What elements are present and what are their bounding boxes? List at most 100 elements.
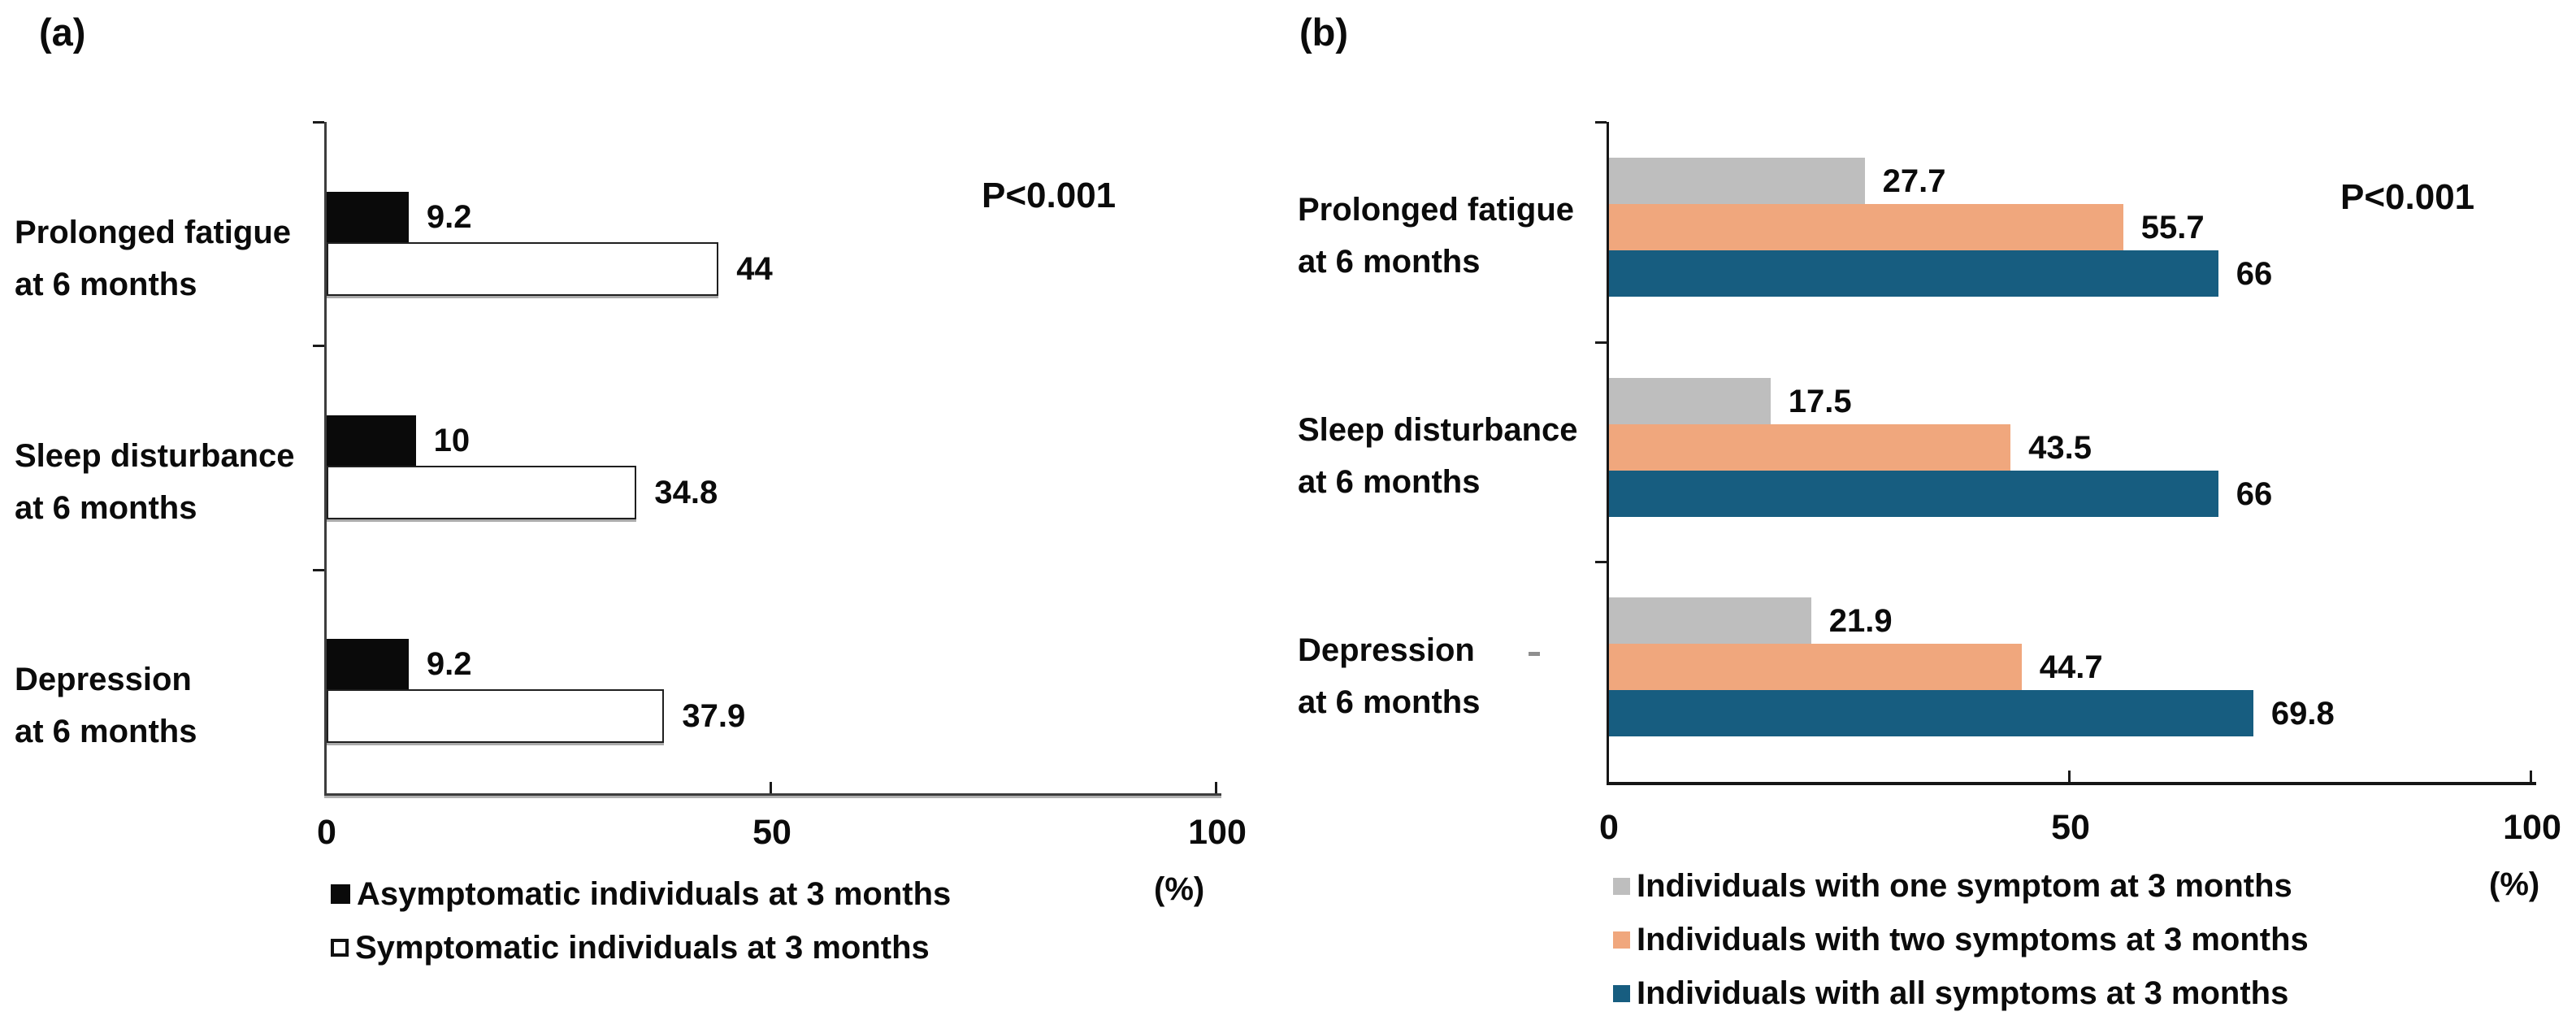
panel-b: (b) P<0.001 27.7 55.7 66 17.5 43.5 66 21.9 44.7 69… <box>1288 0 2576 1016</box>
category-label-line: Sleep disturbance <box>15 438 295 474</box>
x-axis <box>324 793 1221 796</box>
y-axis-tick <box>313 121 324 124</box>
category-label: Sleep disturbance at 6 months <box>1298 404 1595 508</box>
bar-blue <box>1609 250 2218 297</box>
bar-value-label: 44.7 <box>2039 649 2103 685</box>
bar-row: 43.5 <box>1609 424 2532 471</box>
x-axis-tick <box>2530 771 2532 782</box>
bar-value-label: 44 <box>736 251 773 287</box>
percent-unit-label: (%) <box>2489 866 2540 902</box>
category-label: Depression at 6 months <box>15 653 317 758</box>
y-axis-tick <box>1595 121 1607 124</box>
panel-tag: (a) <box>39 11 86 54</box>
legend-swatch-filled-black <box>331 884 350 904</box>
bar-value-label: 9.2 <box>426 646 472 682</box>
legend-label: Symptomatic individuals at 3 months <box>355 930 930 966</box>
bar-value-label: 9.2 <box>426 199 472 235</box>
bar-value-label: 27.7 <box>1882 163 1946 199</box>
bar-row: 9.2 <box>327 192 1217 242</box>
bar-row: 9.2 <box>327 639 1217 689</box>
legend-swatch-orange <box>1613 931 1630 949</box>
bar-row: 21.9 <box>1609 597 2532 644</box>
legend-item: Asymptomatic individuals at 3 months <box>331 876 951 912</box>
bar-value-label: 69.8 <box>2270 695 2335 732</box>
bar-value-label: 21.9 <box>1828 602 1893 639</box>
panel-a: (a) P<0.001 9.2 44 10 34.8 9.2 37.9 Prolonged fa… <box>15 11 1247 966</box>
bar-filled-black <box>327 639 409 689</box>
bar-row: 66 <box>1609 250 2532 297</box>
bar-row: 66 <box>1609 471 2532 517</box>
bar-value-label: 55.7 <box>2140 209 2205 245</box>
category-label: Prolonged fatigue at 6 months <box>15 206 317 310</box>
legend-swatch-gray <box>1613 877 1630 895</box>
bar-orange <box>1609 204 2123 250</box>
y-axis <box>1607 122 1609 785</box>
category-label-line: Prolonged fatigue <box>15 215 291 250</box>
bar-row: 44.7 <box>1609 644 2532 690</box>
bar-row: 17.5 <box>1609 378 2532 424</box>
p-value-label: P<0.001 <box>982 176 1117 215</box>
panel-tag: (b) <box>1299 11 1349 54</box>
category-label-line: at 6 months <box>15 490 197 526</box>
category-label: Prolonged fatigue at 6 months <box>1298 184 1595 288</box>
bar-value-label: 10 <box>433 423 471 458</box>
x-tick-label: 50 <box>752 813 791 852</box>
x-axis <box>1607 782 2536 785</box>
plot-area: 27.7 55.7 66 17.5 43.5 66 21.9 44.7 69.8 <box>1595 121 2536 785</box>
bar-orange <box>1609 424 2011 471</box>
bar-row: 37.9 <box>327 689 1217 743</box>
legend-swatch-blue <box>1613 984 1630 1002</box>
x-tick-label: 100 <box>2503 808 2561 847</box>
bar-open-white <box>327 466 637 519</box>
bar-value-label: 34.8 <box>654 475 718 510</box>
stray-dash <box>1529 652 1540 656</box>
category-label-line: at 6 months <box>1298 244 1481 280</box>
bar-open-white <box>327 242 719 296</box>
x-tick-label: 100 <box>1188 813 1247 852</box>
y-axis-tick <box>1595 341 1607 344</box>
category-label-line: Sleep disturbance <box>1298 412 1578 448</box>
bar-value-label: 17.5 <box>1788 383 1852 419</box>
category-label-line: Depression <box>1298 632 1475 668</box>
bar-filled-black <box>327 415 416 466</box>
y-axis-tick <box>1595 561 1607 563</box>
x-tick-label: 50 <box>2051 808 2090 847</box>
category-label-line: at 6 months <box>1298 684 1481 720</box>
bar-gray <box>1609 158 1865 204</box>
bar-value-label: 66 <box>2236 255 2273 292</box>
x-tick-label: 0 <box>317 813 336 852</box>
bar-value-label: 37.9 <box>682 698 746 734</box>
bar-row: 55.7 <box>1609 204 2532 250</box>
bar-value-label: 66 <box>2236 475 2273 512</box>
legend-label: Individuals with all symptoms at 3 month… <box>1637 975 2289 1011</box>
x-axis-shadow <box>324 796 1221 798</box>
legend-swatch-open-white <box>331 939 349 957</box>
legend-label: Individuals with two symptoms at 3 month… <box>1637 922 2309 957</box>
category-label: Sleep disturbance at 6 months <box>15 430 317 534</box>
x-axis-tick <box>2068 771 2071 782</box>
x-tick-label: 0 <box>1599 808 1619 847</box>
legend-item: Individuals with two symptoms at 3 month… <box>1613 922 2309 957</box>
percent-unit-label: (%) <box>1154 871 1205 907</box>
bar-value-label: 43.5 <box>2028 429 2092 466</box>
bar-blue <box>1609 690 2253 736</box>
category-label-line: at 6 months <box>15 714 197 749</box>
y-axis-tick <box>313 569 324 571</box>
category-label-line: Prolonged fatigue <box>1298 192 1574 228</box>
category-label-line: at 6 months <box>1298 464 1481 500</box>
y-axis-tick <box>313 345 324 347</box>
bar-orange <box>1609 644 2022 690</box>
bar-row: 69.8 <box>1609 690 2532 736</box>
plot-area: 9.2 44 10 34.8 9.2 37.9 <box>313 121 1221 798</box>
y-axis <box>324 122 327 796</box>
bar-gray <box>1609 597 1811 644</box>
category-label-line: at 6 months <box>15 267 197 302</box>
bar-row: 10 <box>327 415 1217 466</box>
bar-row: 34.8 <box>327 466 1217 519</box>
legend-item: Individuals with one symptom at 3 months <box>1613 868 2292 904</box>
bar-blue <box>1609 471 2218 517</box>
legend-item: Individuals with all symptoms at 3 month… <box>1613 975 2288 1011</box>
legend-item: Symptomatic individuals at 3 months <box>331 930 930 966</box>
category-label: Depression at 6 months <box>1298 624 1595 728</box>
